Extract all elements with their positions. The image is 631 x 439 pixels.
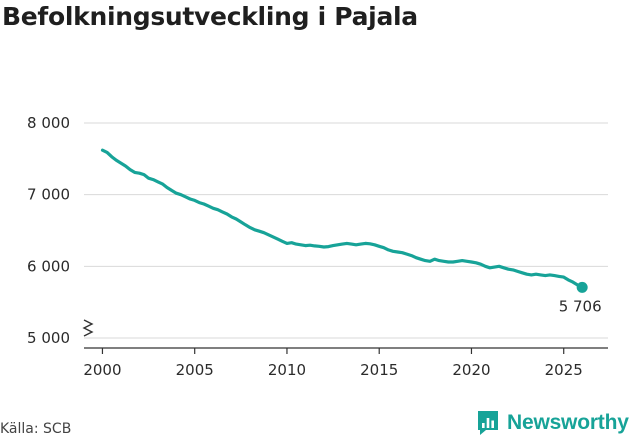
x-tick-label: 2000 [83, 361, 121, 379]
axis-break-icon [82, 319, 94, 337]
brand-logo: Newsworthy [476, 408, 629, 438]
x-tick-label: 2020 [452, 361, 490, 379]
population-line [100, 148, 584, 289]
y-tick-label: 5 000 [27, 329, 70, 347]
y-tick-label: 7 000 [27, 186, 70, 204]
source-label: Källa: SCB [0, 421, 72, 437]
y-tick-label: 6 000 [27, 257, 70, 275]
brand-name: Newsworthy [507, 411, 629, 434]
last-value-label: 5 706 [559, 297, 602, 315]
x-tick-label: 2005 [176, 361, 214, 379]
chart-title: Befolkningsutveckling i Pajala [2, 2, 418, 31]
newsworthy-logo-icon [478, 411, 498, 435]
x-tick-label: 2015 [360, 361, 398, 379]
y-tick-label: 8 000 [27, 114, 70, 132]
x-tick-label: 2010 [268, 361, 306, 379]
last-value-point [576, 281, 588, 293]
x-tick-label: 2025 [545, 361, 583, 379]
